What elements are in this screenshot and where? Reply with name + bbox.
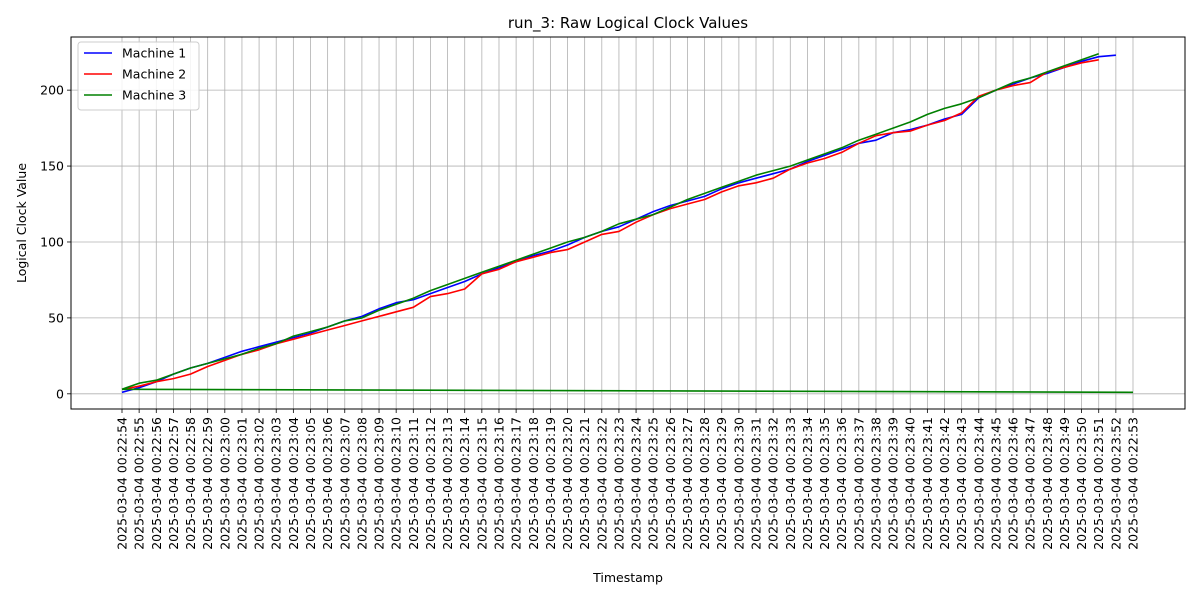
y-tick-label: 50 [48,310,64,325]
x-axis-label: Timestamp [592,570,663,585]
x-tick-label: 2025-03-04 00:23:50 [1074,417,1089,550]
legend-label: Machine 1 [122,46,186,61]
x-tick-label: 2025-03-04 00:23:37 [851,417,866,550]
x-tick-label: 2025-03-04 00:23:19 [543,417,558,550]
x-tick-label: 2025-03-04 00:23:41 [920,417,935,550]
x-tick-label: 2025-03-04 00:23:18 [526,417,541,550]
x-tick-label: 2025-03-04 00:23:09 [372,417,387,550]
x-tick-label: 2025-03-04 00:23:00 [217,417,232,550]
x-axis-ticks: 2025-03-04 00:22:54 2025-03-04 00:22:55 20… [115,409,1141,550]
x-tick-label: 2025-03-04 00:23:32 [766,417,781,550]
y-tick-label: 100 [40,234,64,249]
x-tick-label: 2025-03-04 00:23:04 [286,417,301,550]
y-axis-ticks: 0 50 100 150 200 [40,83,71,401]
x-tick-label: 2025-03-04 00:23:44 [971,417,986,550]
series-line-4 [121,388,1134,394]
x-tick-label: 2025-03-04 00:23:17 [509,417,524,550]
x-tick-label: 2025-03-04 00:23:27 [680,417,695,550]
x-tick-label: 2025-03-04 00:23:30 [731,417,746,550]
x-tick-label: 2025-03-04 00:23:12 [423,417,438,550]
series-lines [121,52,1134,394]
x-tick-label: 2025-03-04 00:23:40 [903,417,918,550]
x-tick-label: 2025-03-04 00:22:59 [200,417,215,550]
legend: Machine 1 Machine 2 Machine 3 [77,41,200,111]
y-tick-label: 200 [40,83,64,98]
x-tick-label: 2025-03-04 00:23:42 [937,417,952,550]
x-tick-label: 2025-03-04 00:23:34 [800,417,815,550]
x-tick-label: 2025-03-04 00:23:26 [663,417,678,550]
x-tick-label: 2025-03-04 00:22:54 [115,417,130,550]
x-tick-label: 2025-03-04 00:22:57 [166,417,181,550]
x-tick-label: 2025-03-04 00:22:58 [183,417,198,550]
y-tick-label: 0 [56,386,64,401]
x-tick-label: 2025-03-04 00:23:51 [1091,417,1106,550]
x-tick-label: 2025-03-04 00:23:13 [440,417,455,550]
x-tick-label: 2025-03-04 00:23:46 [1006,417,1021,550]
x-tick-label: 2025-03-04 00:23:48 [1040,417,1055,550]
y-axis-label: Logical Clock Value [14,163,29,283]
x-tick-label: 2025-03-04 00:23:07 [337,417,352,550]
x-tick-label: 2025-03-04 00:23:16 [491,417,506,550]
x-tick-label: 2025-03-04 00:22:53 [1126,417,1141,550]
legend-label: Machine 3 [122,88,186,103]
x-tick-label: 2025-03-04 00:23:31 [749,417,764,550]
x-tick-label: 2025-03-04 00:23:15 [474,417,489,550]
chart-title: run_3: Raw Logical Clock Values [508,14,748,33]
x-tick-label: 2025-03-04 00:23:45 [988,417,1003,550]
x-tick-label: 2025-03-04 00:23:02 [252,417,267,550]
x-tick-label: 2025-03-04 00:23:29 [714,417,729,550]
x-tick-label: 2025-03-04 00:23:25 [646,417,661,550]
x-tick-label: 2025-03-04 00:23:10 [389,417,404,550]
y-tick-label: 150 [40,159,64,174]
x-tick-label: 2025-03-04 00:23:01 [234,417,249,550]
x-tick-label: 2025-03-04 00:23:39 [886,417,901,550]
x-tick-label: 2025-03-04 00:22:56 [149,417,164,550]
x-tick-label: 2025-03-04 00:23:14 [457,417,472,550]
x-tick-label: 2025-03-04 00:23:35 [817,417,832,550]
legend-label: Machine 2 [122,67,186,82]
x-tick-label: 2025-03-04 00:22:55 [132,417,147,550]
x-tick-label: 2025-03-04 00:23:47 [1023,417,1038,550]
plot-frame [70,36,1186,410]
x-tick-label: 2025-03-04 00:23:22 [594,417,609,550]
legend-box [77,41,200,111]
x-tick-label: 2025-03-04 00:23:28 [697,417,712,550]
x-tick-label: 2025-03-04 00:23:20 [560,417,575,550]
series-line-2 [121,59,1099,391]
x-tick-label: 2025-03-04 00:23:21 [577,417,592,550]
x-tick-label: 2025-03-04 00:23:43 [954,417,969,550]
x-tick-label: 2025-03-04 00:23:06 [320,417,335,550]
x-tick-label: 2025-03-04 00:23:03 [269,417,284,550]
x-tick-label: 2025-03-04 00:23:49 [1057,417,1072,550]
x-tick-label: 2025-03-04 00:23:24 [629,417,644,550]
x-tick-label: 2025-03-04 00:23:11 [406,417,421,550]
x-tick-label: 2025-03-04 00:23:05 [303,417,318,550]
x-tick-label: 2025-03-04 00:23:52 [1108,417,1123,550]
x-tick-label: 2025-03-04 00:23:23 [611,417,626,550]
x-tick-label: 2025-03-04 00:23:08 [354,417,369,550]
x-tick-label: 2025-03-04 00:23:38 [868,417,883,550]
x-tick-label: 2025-03-04 00:23:33 [783,417,798,550]
x-tick-label: 2025-03-04 00:23:36 [834,417,849,550]
series-line-3 [121,52,1099,391]
